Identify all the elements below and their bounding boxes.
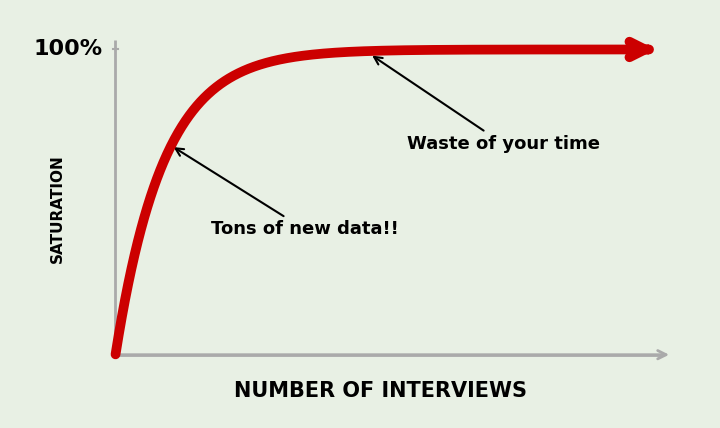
Text: 100%: 100% [33,39,102,59]
Text: Waste of your time: Waste of your time [374,57,600,153]
Text: SATURATION: SATURATION [50,154,65,262]
Text: NUMBER OF INTERVIEWS: NUMBER OF INTERVIEWS [234,381,527,401]
Text: Tons of new data!!: Tons of new data!! [176,149,399,238]
